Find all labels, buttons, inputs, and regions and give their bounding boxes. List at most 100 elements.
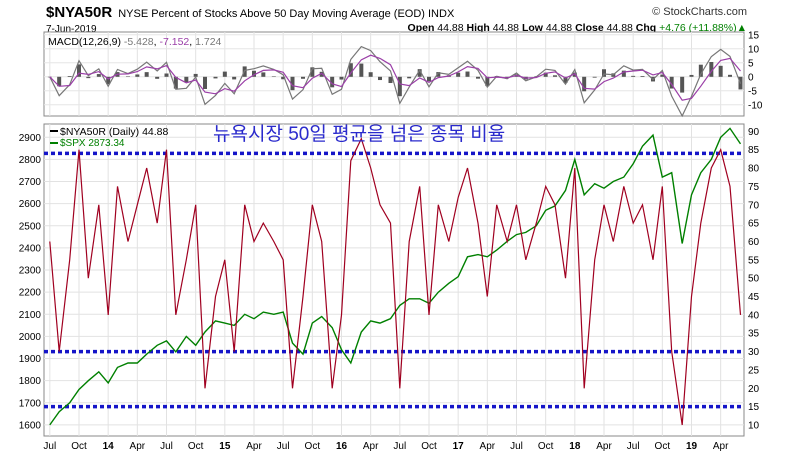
left-tick-label: 2000	[19, 332, 42, 343]
x-tick-label: Oct	[538, 441, 554, 452]
x-tick-label: Apr	[713, 441, 729, 452]
macd-hist-bar	[543, 72, 548, 77]
korean-annotation: 뉴욕시장 50일 평균을 넘은 종목 비율	[213, 123, 505, 145]
macd-hist-bar	[184, 76, 189, 83]
x-tick-label: 14	[103, 441, 115, 452]
x-tick-label: Jul	[277, 441, 290, 452]
open-label: Open	[407, 22, 435, 34]
right-tick-label: 85	[748, 145, 760, 156]
close-label: Close	[575, 22, 604, 34]
right-tick-label: 55	[748, 255, 760, 266]
macd-hist-bar	[135, 74, 140, 77]
x-tick-label: 15	[219, 441, 231, 452]
right-tick-label: 10	[748, 420, 760, 431]
macd-hist-bar	[77, 64, 81, 77]
macd-gridlines	[44, 32, 744, 116]
macd-tick-label: 15	[748, 30, 760, 41]
macd-hist-bar	[96, 74, 101, 77]
macd-value-3: 1.724	[195, 36, 221, 48]
macd-hist-bar	[660, 74, 665, 77]
macd-hist-bar	[456, 72, 461, 77]
x-tick-label: Oct	[71, 441, 87, 452]
x-tick-label: Oct	[188, 441, 204, 452]
macd-hist-bar	[67, 76, 72, 77]
right-tick-label: 80	[748, 164, 760, 175]
macd-hist-bar	[505, 76, 510, 78]
macd-hist-bar	[232, 76, 237, 80]
macd-hist-bar	[271, 76, 276, 77]
macd-hist-bar	[193, 73, 198, 77]
legend-swatch-spx	[50, 142, 58, 144]
macd-hist-bar	[388, 76, 393, 84]
macd-hist-bar	[698, 64, 703, 77]
macd-sep-2: ,	[189, 36, 192, 48]
macd-hist-bar	[485, 76, 490, 87]
macd-hist-bar	[359, 63, 364, 77]
macd-hist-bar	[106, 76, 111, 85]
x-tick-label: 16	[336, 441, 348, 452]
macd-hist-bar	[173, 76, 178, 89]
macd-hist-bar	[417, 69, 422, 77]
macd-hist-bar	[397, 76, 402, 97]
macd-hist-bar	[252, 70, 256, 77]
left-tick-label: 2200	[19, 288, 42, 299]
left-tick-label: 1600	[19, 420, 42, 431]
macd-hist-bar	[582, 76, 587, 92]
left-tick-label: 2400	[19, 243, 42, 254]
macd-line	[49, 45, 742, 118]
open-value: 44.88	[437, 22, 464, 34]
right-tick-label: 20	[748, 384, 760, 395]
macd-label: MACD(12,26,9)	[48, 36, 121, 48]
macd-y-ticks: 15 10 5 0 -5 -10	[748, 30, 763, 111]
ohlc-readout: Open 44.88 High 44.88 Low 44.88 Close 44…	[408, 22, 747, 34]
right-tick-label: 25	[748, 365, 760, 376]
right-tick-label: 75	[748, 182, 760, 193]
macd-hist-bar	[378, 76, 382, 81]
right-tick-label: 50	[748, 274, 760, 285]
macd-hist-bar	[164, 73, 169, 77]
legend-nya50r: $NYA50R (Daily) 44.88	[60, 126, 169, 138]
right-tick-label: 15	[748, 402, 760, 413]
macd-hist-bar	[319, 71, 324, 77]
macd-hist-bar	[126, 76, 130, 77]
macd-hist-bar	[213, 76, 218, 79]
left-tick-label: 2500	[19, 221, 42, 232]
macd-hist-bar	[669, 76, 674, 89]
right-tick-label: 65	[748, 219, 760, 230]
macd-hist-bar	[640, 75, 645, 77]
x-tick-label: Jul	[510, 441, 523, 452]
macd-hist-bar	[680, 76, 685, 93]
right-tick-label: 35	[748, 329, 760, 340]
macd-tick-label: -5	[748, 86, 757, 97]
left-tick-label: 2900	[19, 133, 42, 144]
x-tick-label: Oct	[655, 441, 671, 452]
macd-hist-bar	[281, 76, 286, 80]
macd-hist-bar	[709, 61, 714, 77]
x-tick-label: Apr	[596, 441, 612, 452]
macd-value-2: -7.152	[160, 36, 190, 48]
up-arrow-icon: ▲	[736, 22, 747, 34]
macd-hist-bar	[222, 71, 227, 77]
x-tick-label: Oct	[305, 441, 321, 452]
right-y-ticks: 10 15 20 25 30 35 40 45 50 55 60 65 70 75 80 85 90	[748, 127, 760, 432]
left-tick-label: 2300	[19, 266, 42, 277]
macd-hist-bar	[330, 76, 335, 88]
chg-value: +4.76 (+11.88%)	[659, 22, 737, 34]
macd-hist-bar	[144, 72, 149, 77]
macd-hist-bar	[553, 75, 557, 77]
macd-hist-bar	[592, 76, 597, 78]
macd-hist-bar	[86, 76, 91, 79]
reference-lines	[44, 151, 744, 409]
left-tick-label: 2100	[19, 310, 42, 321]
macd-signal-line	[49, 54, 741, 101]
macd-hist-bar	[621, 70, 626, 77]
macd-tick-label: 10	[748, 44, 760, 55]
macd-hist-bar	[602, 69, 606, 77]
macd-hist-bar	[718, 65, 723, 77]
chart-date: 7-Jun-2019	[46, 24, 97, 35]
low-value: 44.88	[545, 22, 573, 34]
x-tick-label: Jul	[627, 441, 640, 452]
left-tick-label: 1800	[19, 376, 42, 387]
x-tick-label: 17	[453, 441, 465, 452]
